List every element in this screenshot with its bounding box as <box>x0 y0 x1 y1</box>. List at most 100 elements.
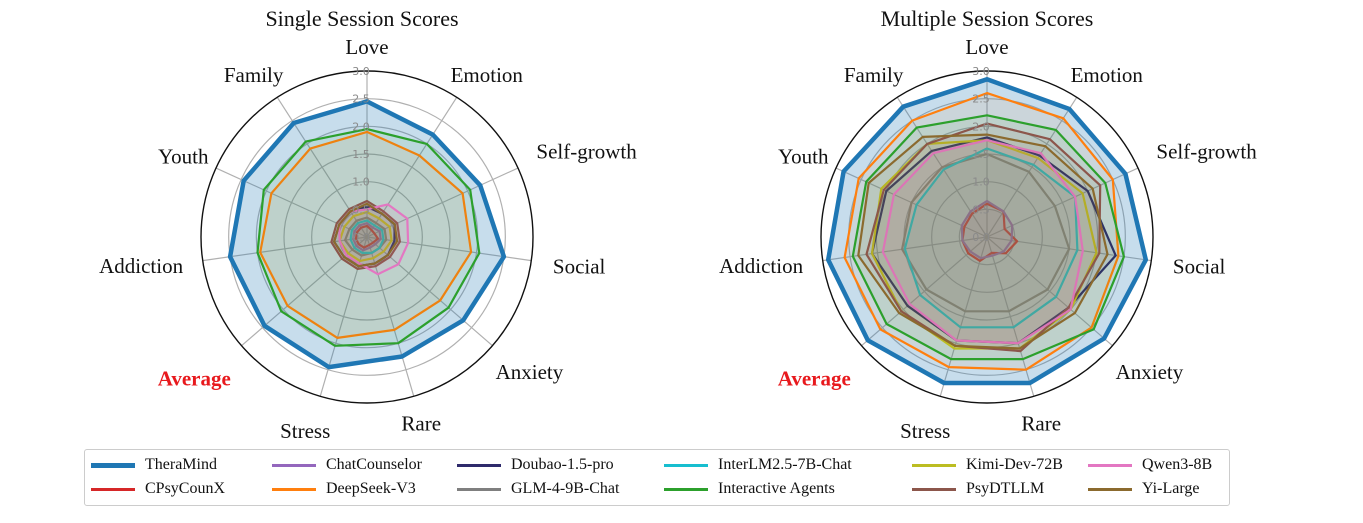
category-label-youth: Youth <box>158 144 209 168</box>
legend-item: Yi-Large <box>1088 478 1199 500</box>
category-label-emotion: Emotion <box>1071 63 1144 87</box>
series-line-theramind <box>825 77 1149 386</box>
radial-tick-label: 0.0 <box>352 231 370 244</box>
chart-title: Multiple Session Scores <box>881 6 1094 31</box>
legend-swatch <box>457 487 501 491</box>
radial-tick-label: 2.0 <box>972 120 990 133</box>
category-label-social: Social <box>553 254 606 278</box>
series-line-interactive-agents <box>256 128 481 347</box>
category-label-rare: Rare <box>401 412 441 436</box>
category-label-social: Social <box>1173 254 1226 278</box>
spoke-line <box>986 97 1078 238</box>
legend-item: Doubao-1.5-pro <box>457 454 614 476</box>
spoke-line <box>366 167 519 238</box>
series-line-kimi-dev-72b <box>338 211 393 262</box>
radial-tick-label: 0.5 <box>972 203 990 216</box>
legend-swatch <box>912 487 956 491</box>
radial-tick-label: 1.0 <box>972 176 990 189</box>
category-label-self-growth: Self-growth <box>536 139 637 163</box>
series-line-yi-large <box>857 133 1109 350</box>
legend: TheraMind CPsyCounX ChatCounselor DeepSeek-… <box>84 449 1230 506</box>
legend-label: Interactive Agents <box>718 480 835 497</box>
legend-item: PsyDTLLM <box>912 478 1044 500</box>
legend-item: InterLM2.5-7B-Chat <box>664 454 852 476</box>
category-label-rare: Rare <box>1021 412 1061 436</box>
series-line-deepseek-v3 <box>259 130 473 339</box>
radar-frame <box>200 70 534 404</box>
category-label-youth: Youth <box>778 144 829 168</box>
legend-swatch <box>91 462 135 468</box>
series-fill-theramind <box>230 101 504 368</box>
legend-swatch <box>664 463 708 467</box>
legend-label: PsyDTLLM <box>966 480 1045 497</box>
legend-label: GLM-4-9B-Chat <box>511 480 620 497</box>
legend-label: ChatCounselor <box>326 456 422 473</box>
series-line-theramind <box>227 99 507 370</box>
radial-tick-label: 1.0 <box>352 176 370 189</box>
legend-swatch <box>1088 463 1132 467</box>
legend-item: ChatCounselor <box>272 454 422 476</box>
legend-swatch <box>272 487 316 491</box>
category-label-love: Love <box>345 35 388 59</box>
category-label-addiction: Addiction <box>719 254 803 278</box>
series-line-interlm2-5-7b-chat <box>903 147 1079 329</box>
legend-label: CPsyCounX <box>145 480 226 497</box>
legend-swatch <box>1088 487 1132 491</box>
radial-tick-label: 2.0 <box>352 120 370 133</box>
series-line-cpsycounx <box>354 224 380 249</box>
radial-tick-label: 0.0 <box>972 231 990 244</box>
legend-swatch <box>912 463 956 467</box>
legend-label: TheraMind <box>145 456 217 473</box>
radial-tick-label: 2.5 <box>972 93 990 106</box>
legend-swatch <box>272 463 316 467</box>
legend-item: TheraMind <box>91 454 217 476</box>
radial-tick-label: 2.5 <box>352 93 370 106</box>
series-line-interactive-agents <box>851 114 1126 361</box>
category-label-anxiety: Anxiety <box>496 360 564 384</box>
legend-item: GLM-4-9B-Chat <box>457 478 619 500</box>
radial-tick-label: 3.0 <box>352 65 370 78</box>
single-session-radar: Single Session Scores 0.0 0.5 1.0 1.5 2.0 2.5 3… <box>99 6 637 443</box>
category-label-anxiety: Anxiety <box>1116 360 1184 384</box>
multiple-session-radar: Multiple Session Scores 0.0 0.5 1.0 1.5 2.0 2.… <box>719 6 1257 443</box>
series-line-chatcounselor <box>352 222 382 252</box>
category-label-family: Family <box>224 63 284 87</box>
radar-frame <box>820 70 1154 404</box>
radial-tick-label: 3.0 <box>972 65 990 78</box>
category-label-emotion: Emotion <box>451 63 524 87</box>
legend-item: Kimi-Dev-72B <box>912 454 1063 476</box>
series-line-interlm2-5-7b-chat <box>349 219 385 254</box>
category-label-stress: Stress <box>280 419 330 443</box>
legend-item: Qwen3-8B <box>1088 454 1212 476</box>
series-line-psydtllm <box>865 122 1102 353</box>
legend-label: Doubao-1.5-pro <box>511 456 614 473</box>
chart-title: Single Session Scores <box>265 6 458 31</box>
spoke-line <box>939 236 988 397</box>
series-line-chatcounselor <box>960 199 1014 260</box>
radial-tick-label: 0.5 <box>352 203 370 216</box>
legend-item: DeepSeek-V3 <box>272 478 416 500</box>
category-label-stress: Stress <box>900 419 950 443</box>
legend-label: DeepSeek-V3 <box>326 480 416 497</box>
category-label-self-growth: Self-growth <box>1156 139 1257 163</box>
legend-label: Kimi-Dev-72B <box>966 456 1063 473</box>
radial-tick-label: 1.5 <box>972 148 990 161</box>
spoke-line <box>276 97 368 238</box>
legend-swatch <box>457 463 501 467</box>
category-label-family: Family <box>844 63 904 87</box>
legend-item: Interactive Agents <box>664 478 835 500</box>
radial-tick-label: 1.5 <box>352 148 370 161</box>
series-line-qwen3-8b <box>881 139 1084 345</box>
legend-swatch <box>91 487 135 491</box>
series-line-yi-large <box>333 202 399 268</box>
spoke-line <box>215 167 368 238</box>
legend-label: Qwen3-8B <box>1142 456 1213 473</box>
category-label-love: Love <box>965 35 1008 59</box>
legend-swatch <box>664 487 708 491</box>
legend-label: InterLM2.5-7B-Chat <box>718 456 852 473</box>
category-label-average: Average <box>778 367 851 391</box>
spoke-line <box>861 236 988 347</box>
category-label-addiction: Addiction <box>99 254 183 278</box>
category-label-average: Average <box>158 367 231 391</box>
